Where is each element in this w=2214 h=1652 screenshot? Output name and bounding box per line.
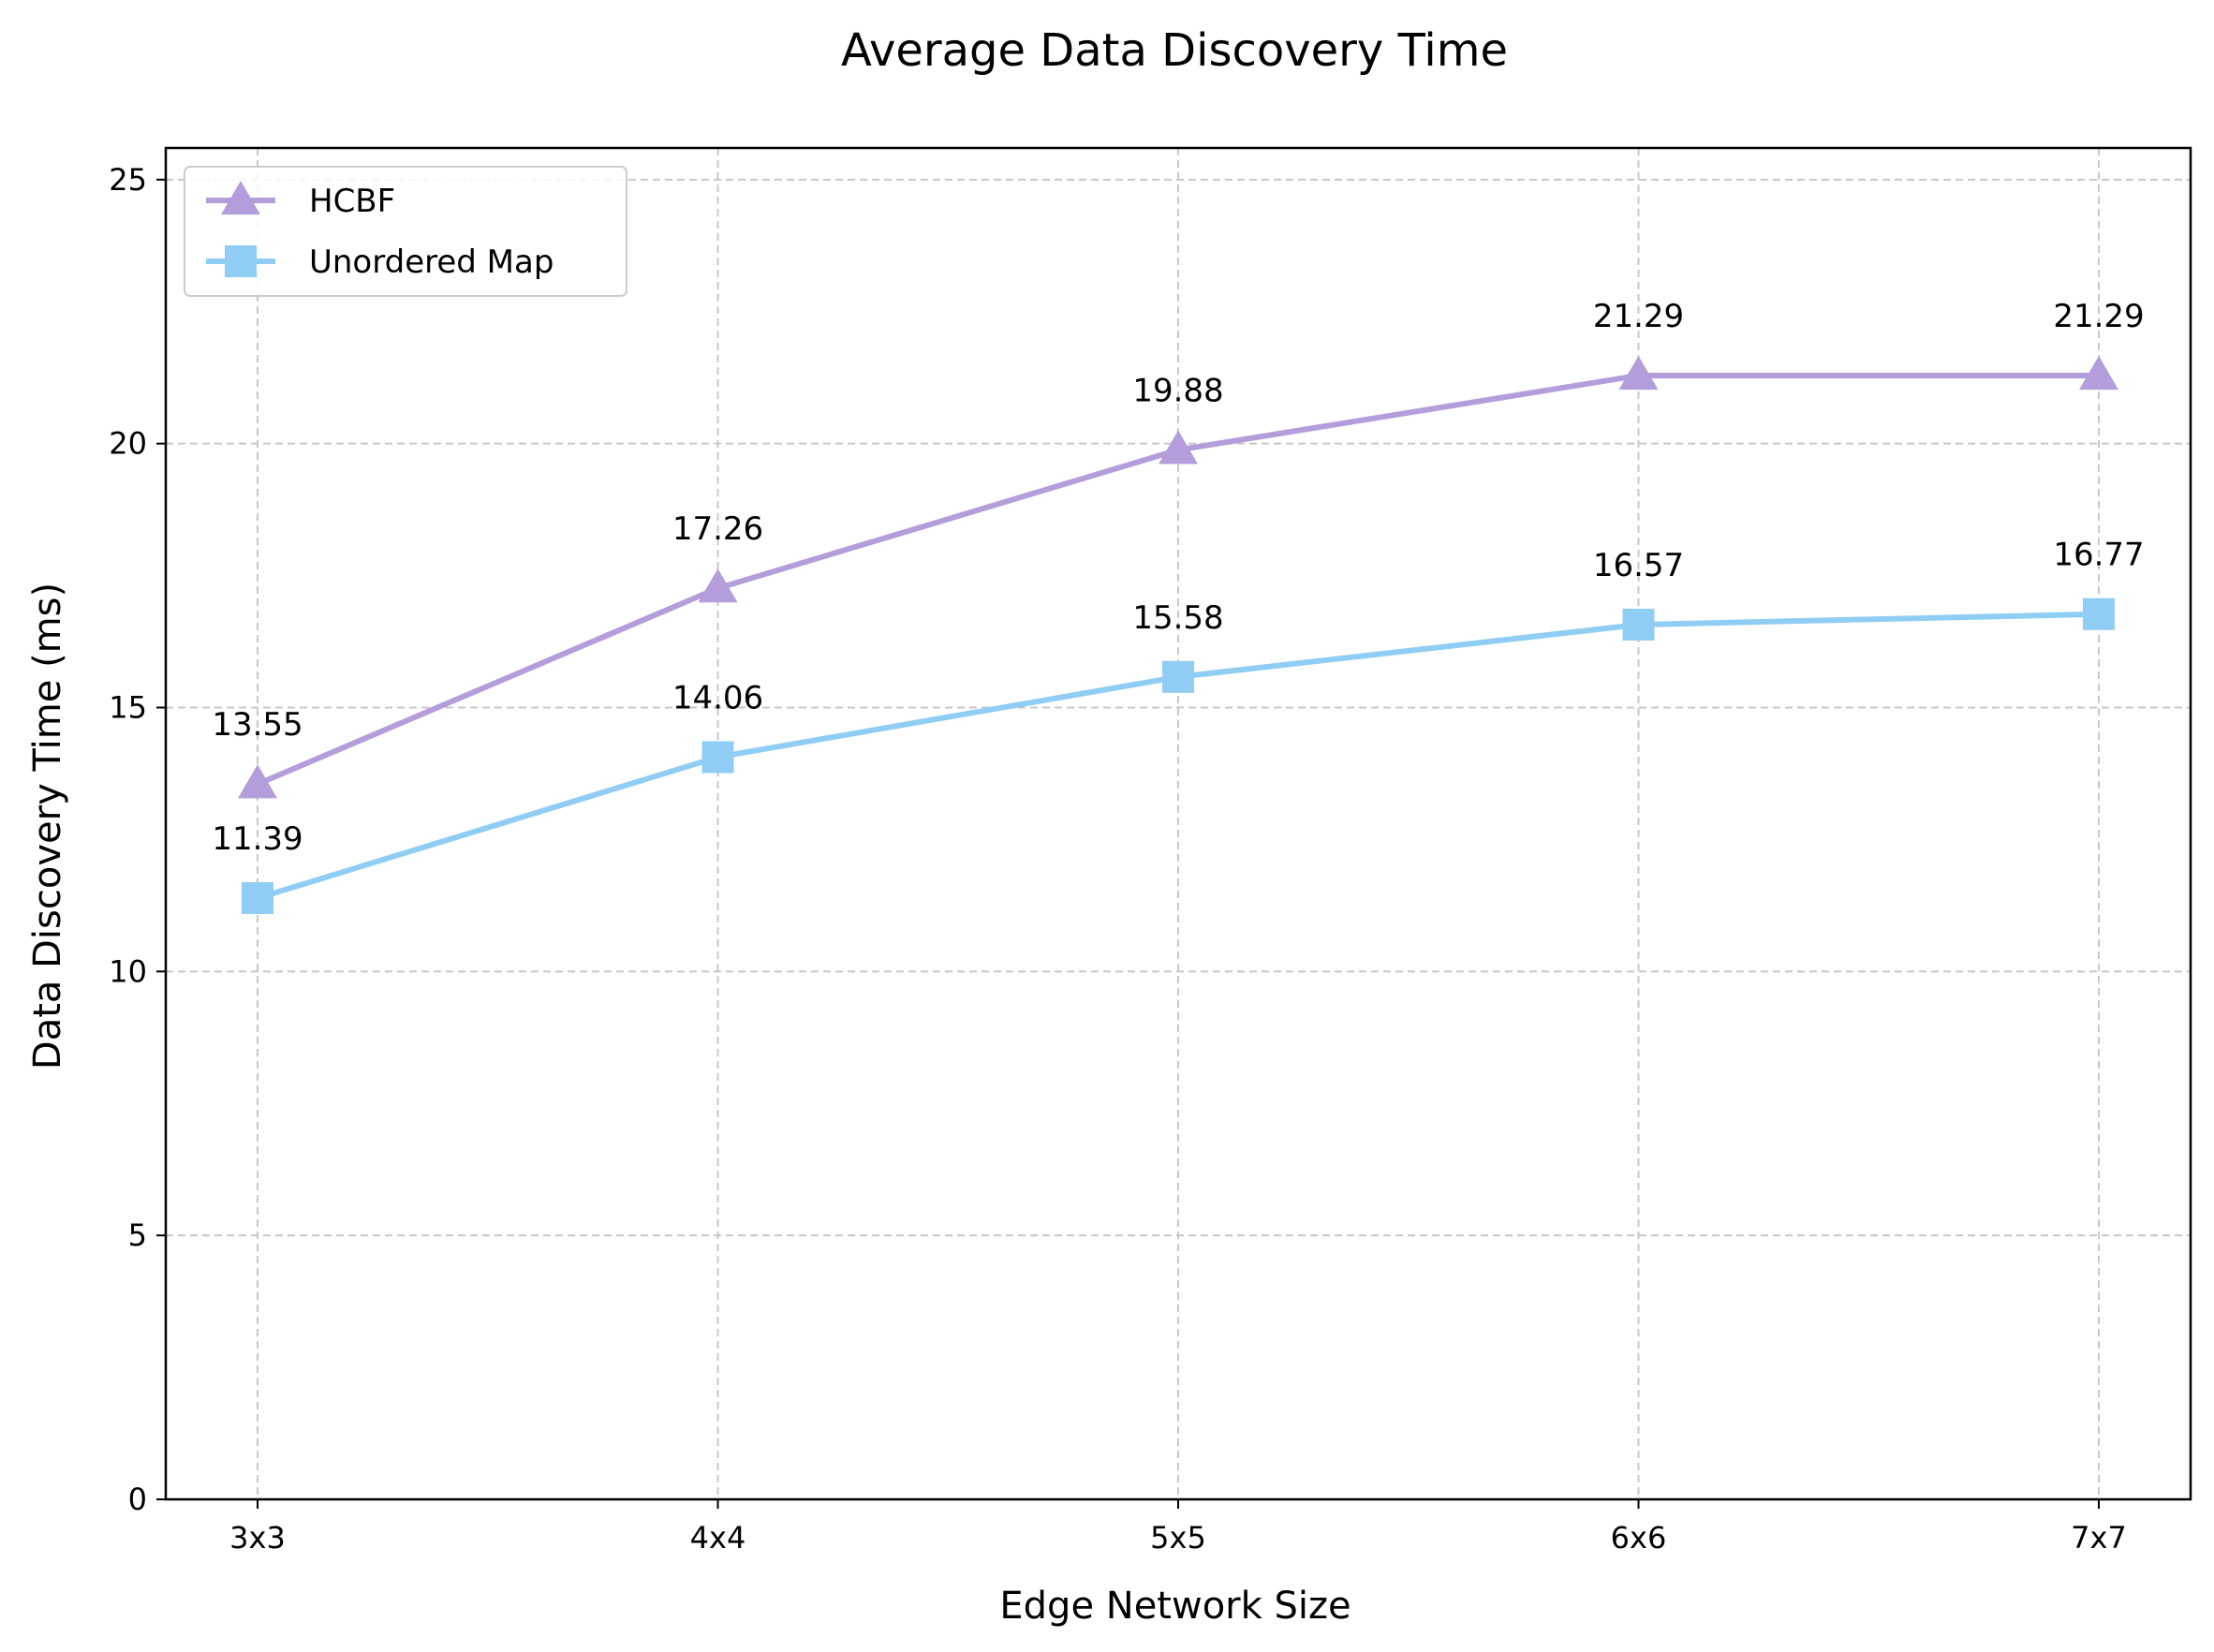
legend-label-unordered-map: Unordered Map — [309, 243, 554, 281]
data-label: 11.39 — [212, 820, 303, 858]
data-point-unordered-map — [2083, 597, 2115, 630]
legend-marker-unordered-map — [225, 245, 257, 277]
legend: HCBF Unordered Map — [184, 166, 627, 297]
series-layer — [238, 355, 2118, 914]
x-tick-label: 7x7 — [2071, 1520, 2127, 1556]
legend-marker-hcbf — [221, 181, 260, 215]
data-label: 16.77 — [2053, 537, 2144, 574]
data-point-unordered-map — [242, 881, 273, 914]
data-point-hcbf — [1618, 355, 1659, 391]
data-point-unordered-map — [701, 741, 734, 774]
y-tick-label: 5 — [128, 1217, 147, 1253]
x-tick-label: 4x4 — [690, 1520, 746, 1556]
y-tick-label: 15 — [109, 689, 147, 725]
series-unordered-map — [242, 597, 2115, 914]
data-label: 14.06 — [672, 679, 763, 716]
x-tick-label: 3x3 — [229, 1520, 286, 1556]
data-point-hcbf — [698, 568, 738, 603]
data-labels: 13.55 17.26 19.88 21.29 21.29 11.39 14.06 15.58… — [212, 298, 2144, 858]
legend-box — [184, 166, 627, 297]
data-label: 13.55 — [212, 706, 303, 744]
y-tick-label: 0 — [128, 1482, 147, 1517]
x-tick-label: 6x6 — [1611, 1520, 1667, 1556]
x-axis-title: Edge Network Size — [999, 1585, 1351, 1628]
series-hcbf — [238, 355, 2118, 799]
data-label: 21.29 — [1593, 298, 1684, 335]
data-point-hcbf — [1159, 430, 1198, 465]
data-point-hcbf — [2079, 355, 2118, 391]
data-label: 17.26 — [672, 510, 763, 548]
y-tick-label: 25 — [109, 162, 147, 198]
data-label: 21.29 — [2053, 298, 2144, 335]
y-tick-label: 10 — [109, 953, 147, 989]
x-tick-label: 5x5 — [1150, 1520, 1206, 1556]
y-tick-label: 20 — [109, 426, 147, 462]
data-point-unordered-map — [1622, 608, 1655, 641]
legend-label-hcbf: HCBF — [309, 183, 395, 220]
data-label: 16.57 — [1593, 547, 1684, 584]
y-axis-title: Data Discovery Time (ms) — [26, 583, 69, 1069]
data-label: 19.88 — [1132, 372, 1223, 409]
data-point-unordered-map — [1162, 660, 1194, 693]
axis-ticks: 3x3 4x4 5x5 6x6 7x7 0 5 10 15 20 25 — [109, 162, 2127, 1556]
data-point-hcbf — [238, 764, 277, 799]
chart-title: Average Data Discovery Time — [841, 24, 1508, 77]
data-label: 15.58 — [1132, 599, 1223, 637]
